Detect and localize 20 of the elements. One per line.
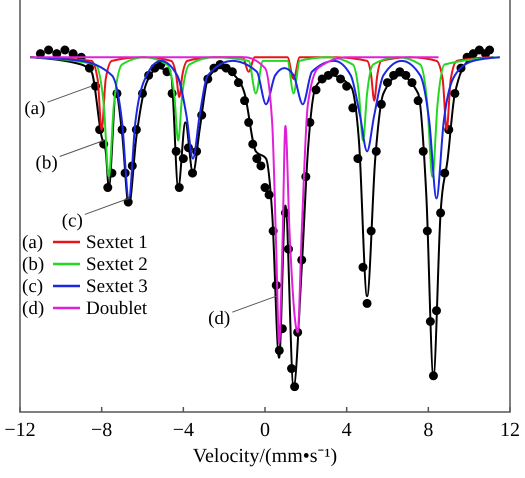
legend-label: Sextet 1 bbox=[86, 232, 148, 253]
annotation: (a) bbox=[24, 98, 46, 120]
legend-label: Sextet 3 bbox=[86, 276, 148, 297]
annotation: (b) bbox=[36, 152, 58, 174]
annotation: (d) bbox=[208, 308, 230, 330]
x-tick-label: −8 bbox=[91, 419, 112, 441]
x-tick-label: 8 bbox=[423, 419, 434, 441]
legend-label: Sextet 2 bbox=[86, 254, 148, 275]
x-tick-label: 4 bbox=[342, 419, 352, 441]
x-tick-label: −12 bbox=[4, 419, 36, 441]
annotation: (c) bbox=[62, 210, 83, 232]
x-tick-label: 12 bbox=[500, 419, 520, 441]
text: (d) bbox=[22, 298, 44, 319]
text: (c) bbox=[22, 276, 44, 297]
x-axis-title: Velocity/(mm•s⁻¹) bbox=[192, 445, 338, 467]
x-tick-label: −4 bbox=[172, 419, 194, 441]
legend-label: Doublet bbox=[86, 298, 148, 319]
text: (a) bbox=[22, 232, 44, 253]
text: (b) bbox=[22, 254, 44, 275]
x-tick-label: 0 bbox=[260, 419, 270, 441]
